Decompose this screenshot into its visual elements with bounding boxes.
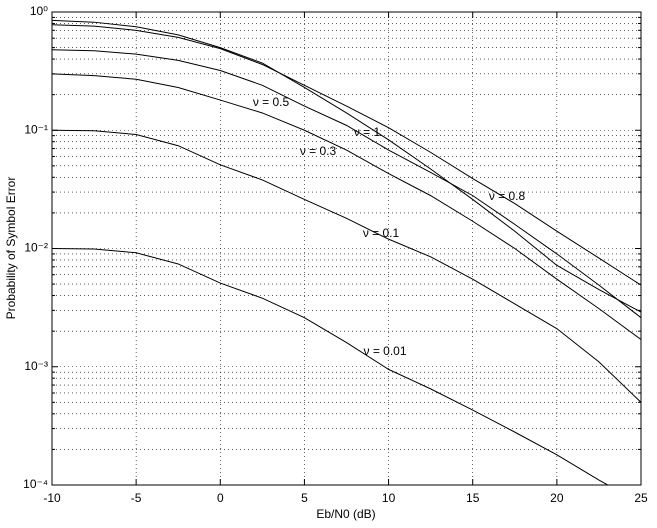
- curve-label: ν = 1: [354, 125, 381, 139]
- x-tick-label: -10: [43, 491, 61, 505]
- x-tick-label: 10: [382, 491, 396, 505]
- curve: [52, 73, 641, 340]
- y-tick-label: 10⁻²: [24, 241, 48, 255]
- x-tick-label: 25: [634, 491, 648, 505]
- curve: [52, 248, 609, 485]
- curve: [52, 49, 641, 319]
- y-axis-label: Probability of Symbol Error: [4, 177, 18, 320]
- curve-label: ν = 0.01: [363, 344, 406, 358]
- curve: [52, 19, 641, 313]
- x-tick-label: 5: [301, 491, 308, 505]
- y-tick-label: 10⁻³: [24, 359, 48, 373]
- plot-area: [52, 19, 641, 485]
- y-tick-label: 10⁻¹: [24, 122, 48, 136]
- x-tick-label: 0: [217, 491, 224, 505]
- curve-label: ν = 0.5: [253, 95, 290, 109]
- curve-label: ν = 0.8: [489, 189, 526, 203]
- curve-label: ν = 0.3: [300, 144, 337, 158]
- x-tick-label: -5: [131, 491, 142, 505]
- x-tick-label: 15: [466, 491, 480, 505]
- y-tick-label: 10⁻⁴: [23, 477, 48, 491]
- y-tick-label: 10⁰: [30, 4, 48, 18]
- x-axis-label: Eb/N0 (dB): [316, 507, 375, 521]
- curve-label: ν = 0.1: [363, 226, 400, 240]
- x-tick-label: 20: [550, 491, 564, 505]
- curve: [52, 129, 641, 403]
- curve: [52, 24, 641, 286]
